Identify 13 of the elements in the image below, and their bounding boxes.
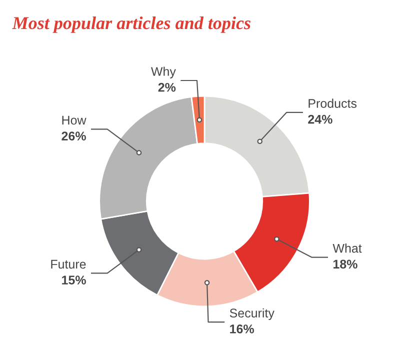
chart-title: Most popular articles and topics [12,16,250,33]
data-label: 24% [308,114,332,124]
slice-label: What [332,244,362,253]
data-label: 2% [158,82,176,92]
data-label: 16% [230,324,254,334]
slice-label: Security [230,308,274,320]
data-label: 18% [333,260,358,269]
data-label: 26% [62,132,86,140]
slice-label: How [62,116,86,125]
data-label: 15% [62,276,86,284]
slice-label: Why [151,66,176,78]
slice-label: Products [308,98,357,108]
slice-label: Future [51,260,86,269]
